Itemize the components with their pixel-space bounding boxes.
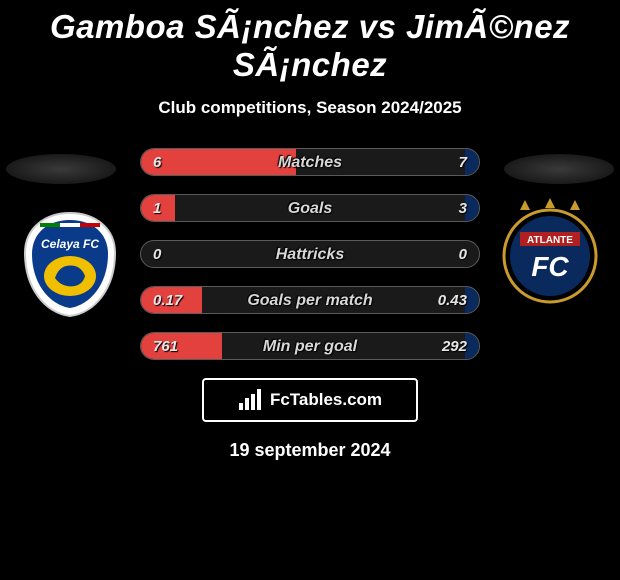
svg-text:FC: FC (531, 251, 569, 282)
celaya-badge-icon: Celaya FC (20, 208, 120, 318)
stats-list: 67Matches 13Goals 0 0Hattricks 0.170.43Goals… (140, 148, 480, 360)
stat-row: 0.170.43Goals per match (140, 286, 480, 314)
stat-bar-right (465, 195, 479, 221)
stat-row: 67Matches (140, 148, 480, 176)
stat-value-right: 0 (459, 241, 467, 268)
team-badge-right: ATLANTE FC (500, 198, 600, 308)
stat-value-right: 292 (442, 333, 467, 360)
shadow-right (504, 154, 614, 184)
date-label: 19 september 2024 (0, 440, 620, 461)
stat-label: Hattricks (141, 241, 479, 268)
stat-bar-left (141, 333, 222, 359)
stat-value-left: 0 (153, 241, 161, 268)
stat-bar-right (465, 149, 479, 175)
stat-row: 13Goals (140, 194, 480, 222)
stat-bar-right (465, 287, 479, 313)
stat-label: Goals (141, 195, 479, 222)
bar-chart-icon (238, 389, 264, 411)
stat-bar-right (465, 333, 479, 359)
stat-row: 761292Min per goal (140, 332, 480, 360)
stat-bar-left (141, 287, 202, 313)
shadow-left (6, 154, 116, 184)
svg-text:Celaya FC: Celaya FC (41, 237, 99, 251)
comparison-panel: Celaya FC ATLANTE FC 67Matches 13Goals 0 0H… (0, 148, 620, 461)
atlante-badge-icon: ATLANTE FC (500, 198, 600, 308)
svg-text:ATLANTE: ATLANTE (527, 235, 573, 246)
brand-box[interactable]: FcTables.com (202, 378, 418, 422)
page-title: Gamboa SÃ¡nchez vs JimÃ©nez SÃ¡nchez (0, 0, 620, 84)
stat-value-right: 0.43 (438, 287, 467, 314)
stat-bar-left (141, 195, 175, 221)
team-badge-left: Celaya FC (20, 208, 120, 318)
page-subtitle: Club competitions, Season 2024/2025 (0, 98, 620, 118)
brand-label: FcTables.com (270, 390, 382, 410)
stat-bar-left (141, 149, 296, 175)
stat-row: 0 0Hattricks (140, 240, 480, 268)
